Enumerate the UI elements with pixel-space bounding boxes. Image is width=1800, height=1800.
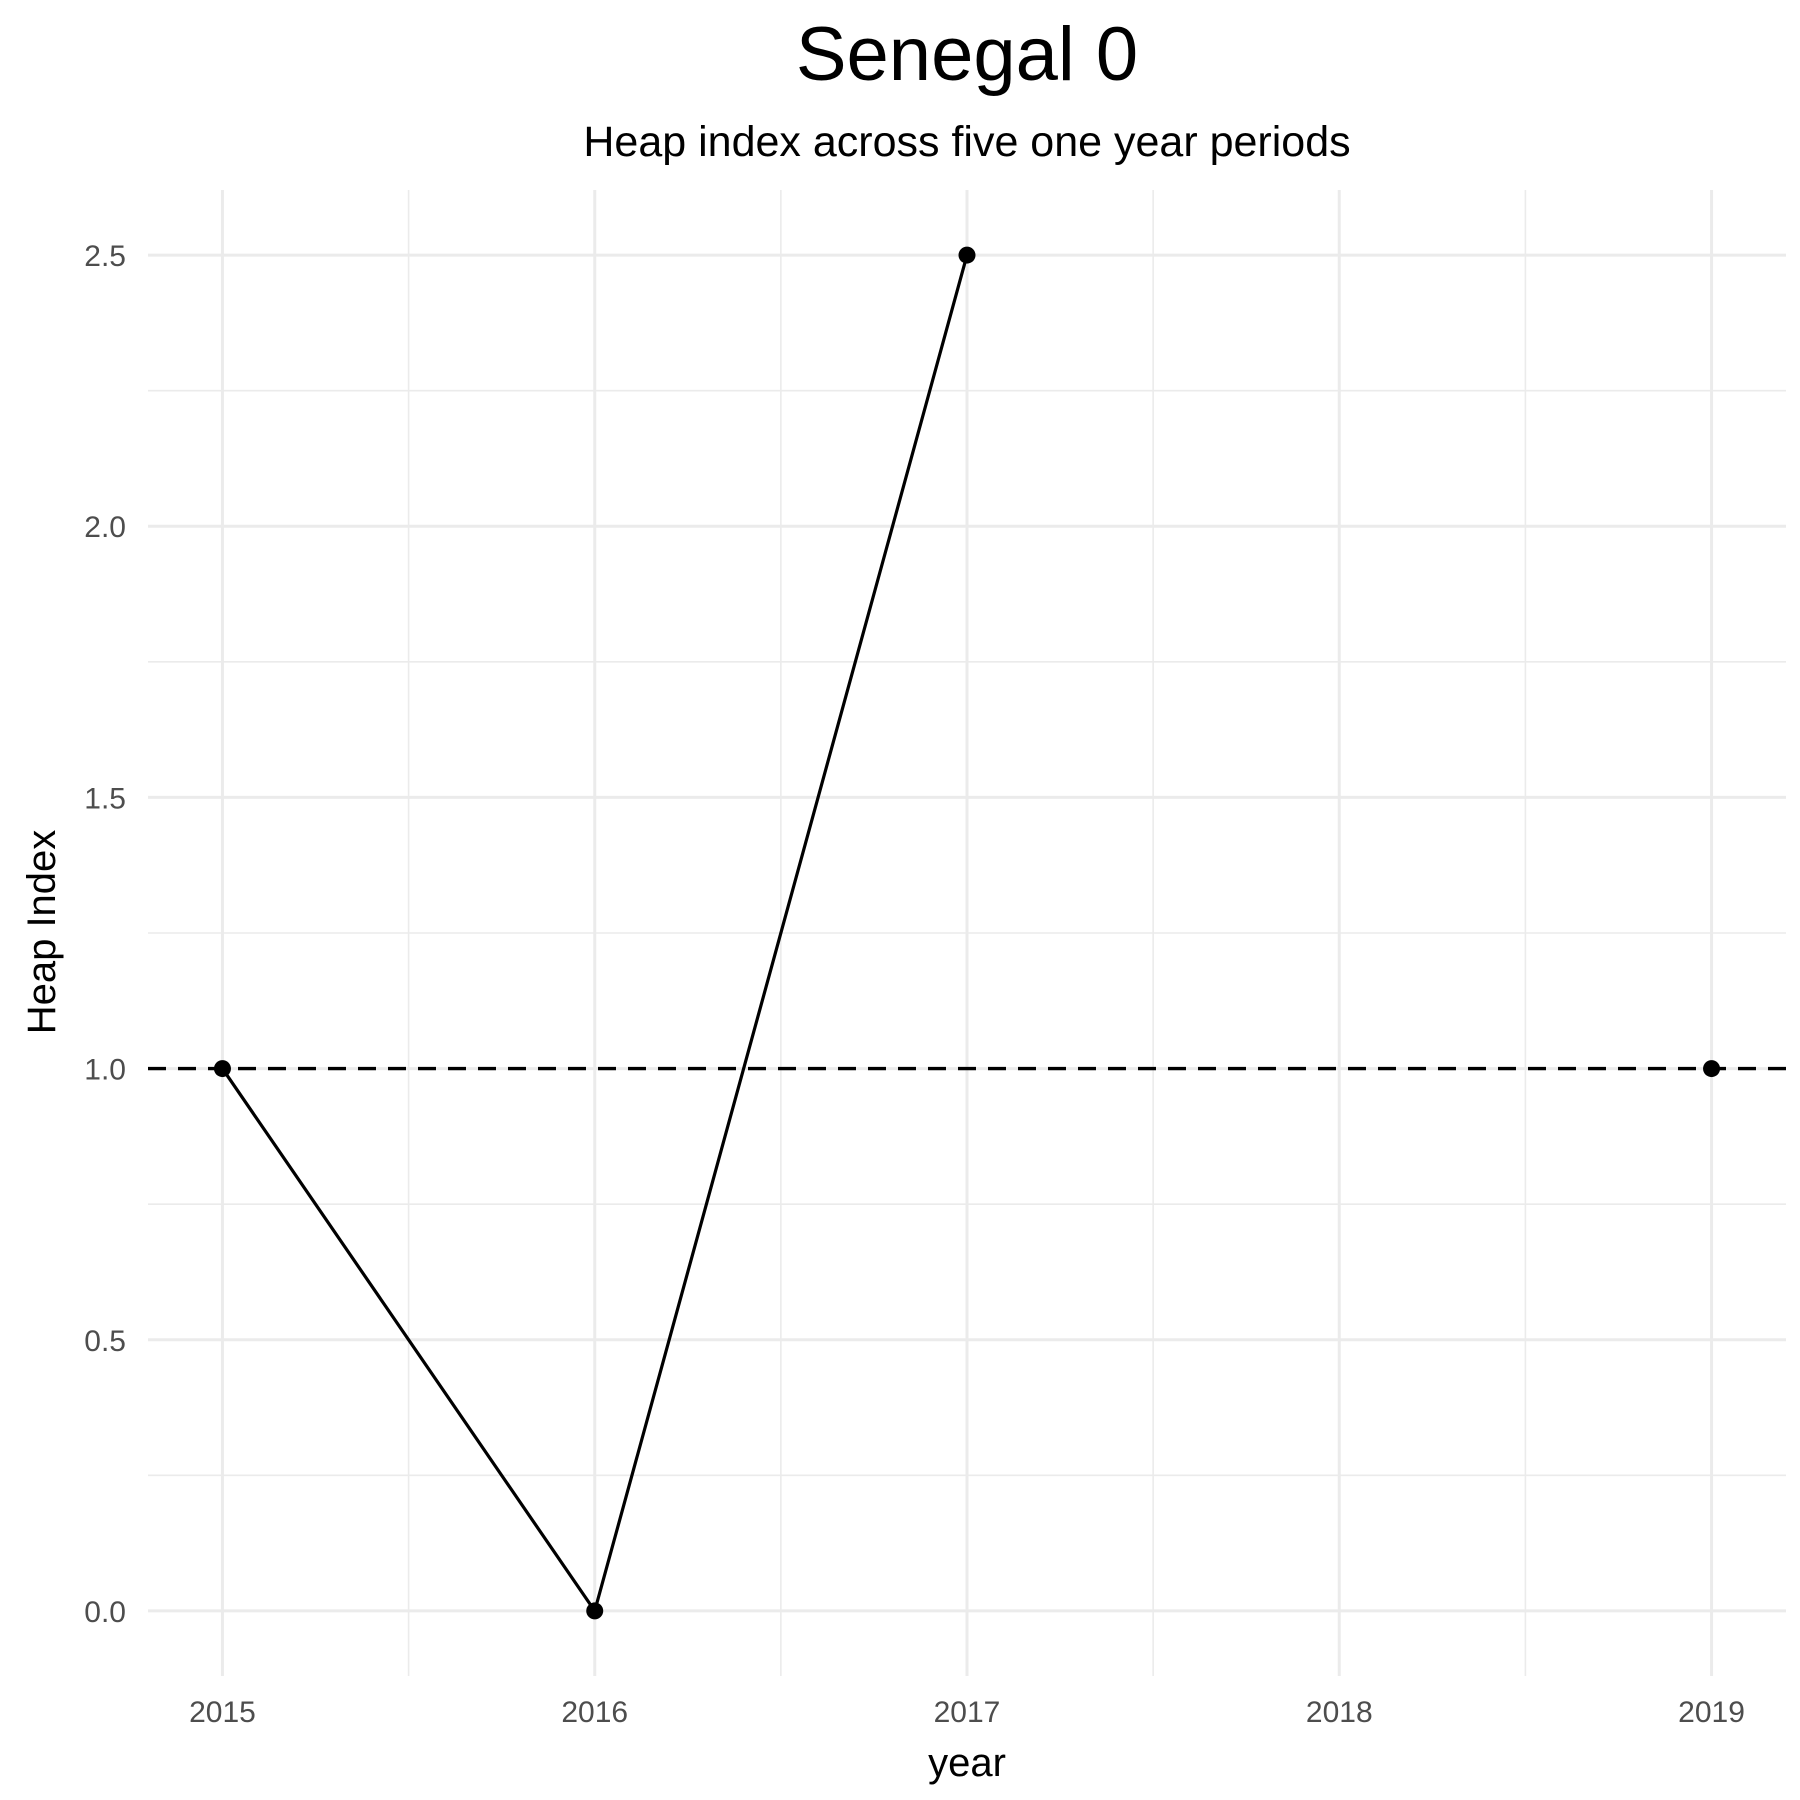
chart-title: Senegal 0 (796, 12, 1138, 97)
x-tick-label: 2018 (1306, 1696, 1373, 1729)
y-tick-label: 2.5 (84, 240, 126, 273)
data-point (958, 246, 976, 264)
y-axis-ticks: 0.0 0.5 1.0 1.5 2.0 2.5 (84, 240, 126, 1629)
y-tick-label: 1.0 (84, 1054, 126, 1087)
y-axis-title: Heap Index (20, 830, 64, 1035)
x-tick-label: 2017 (934, 1696, 1001, 1729)
y-tick-label: 0.5 (84, 1325, 126, 1358)
y-tick-label: 2.0 (84, 511, 126, 544)
grid-lines (148, 190, 1786, 1676)
points-layer (213, 246, 1721, 1620)
x-tick-label: 2015 (189, 1696, 256, 1729)
data-point (213, 1060, 231, 1078)
y-tick-label: 0.0 (84, 1596, 126, 1629)
x-tick-label: 2016 (561, 1696, 628, 1729)
y-tick-label: 1.5 (84, 782, 126, 815)
data-point (586, 1602, 604, 1620)
x-axis-ticks: 2015 2016 2017 2018 2019 (189, 1696, 1745, 1729)
data-point (1703, 1060, 1721, 1078)
x-axis-title: year (928, 1741, 1006, 1785)
chart-subtitle: Heap index across five one year periods (583, 118, 1350, 166)
x-tick-label: 2019 (1678, 1696, 1745, 1729)
